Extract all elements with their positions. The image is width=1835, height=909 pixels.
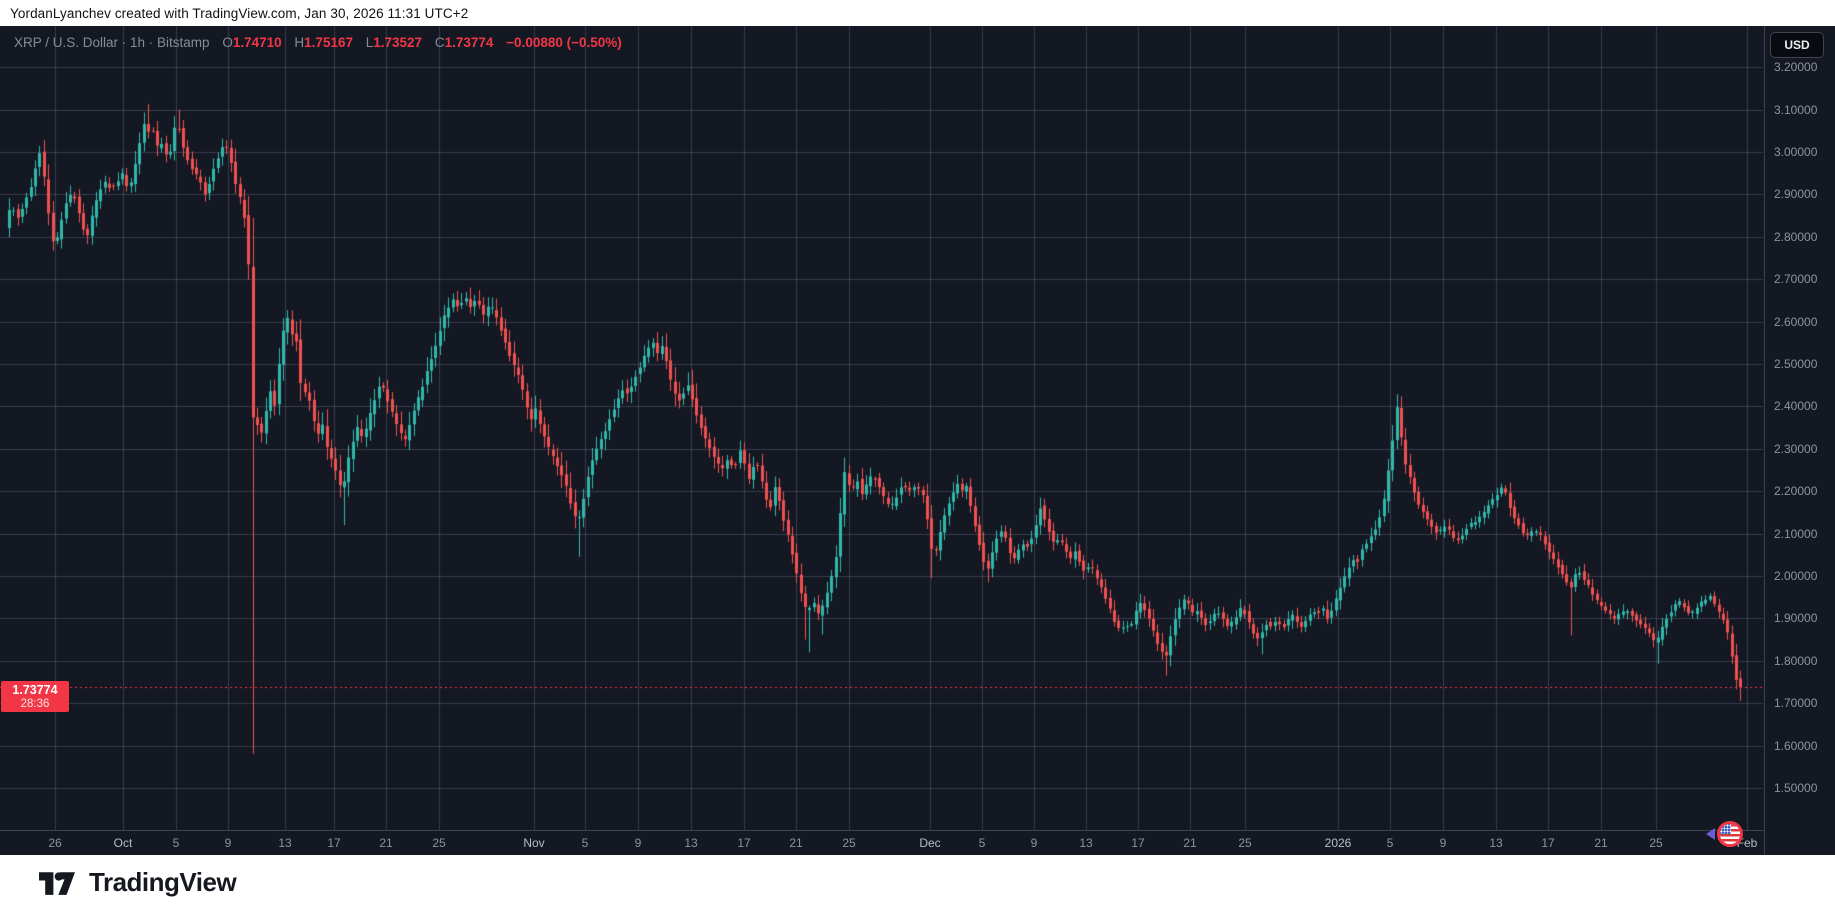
legend-series-title: XRP / U.S. Dollar · 1h · Bitstamp <box>14 35 210 50</box>
price-axis-label: 2.40000 <box>1774 399 1818 414</box>
time-axis-label: 9 <box>1439 836 1447 850</box>
time-axis-label: 21 <box>379 836 393 850</box>
tradingview-logo-icon[interactable] <box>38 867 76 898</box>
time-axis-label: Dec <box>919 836 941 850</box>
legend-low-label: L <box>365 35 374 50</box>
price-axis-label: 2.20000 <box>1774 484 1818 499</box>
price-axis-label: 1.60000 <box>1774 738 1818 753</box>
last-price-value: 1.73774 <box>12 683 58 697</box>
price-axis-label: 1.90000 <box>1774 611 1818 626</box>
legend-high-label: H <box>294 35 305 50</box>
price-axis-label: 1.80000 <box>1774 653 1818 668</box>
price-axis-label: 1.50000 <box>1774 781 1818 795</box>
legend-change: −0.00880 (−0.50%) <box>506 35 622 50</box>
time-axis-label: 21 <box>1594 836 1608 850</box>
time-axis-label: 25 <box>842 836 856 850</box>
price-axis-label: 2.60000 <box>1774 314 1818 329</box>
brand-bar: TradingView <box>0 855 1835 909</box>
price-axis-label: 3.10000 <box>1774 102 1818 117</box>
legend-close-label: C <box>434 35 445 50</box>
time-axis-label: 17 <box>327 836 341 850</box>
candlestick-chart-canvas[interactable] <box>0 26 1763 830</box>
time-axis-label: 17 <box>1131 836 1145 850</box>
time-axis-label: 25 <box>432 836 446 850</box>
legend-high-value: 1.75167 <box>304 35 353 50</box>
time-axis-label: 21 <box>1183 836 1197 850</box>
chart-area: XRP / U.S. Dollar · 1h · Bitstamp O1.747… <box>0 26 1835 855</box>
currency-toggle-button[interactable]: USD <box>1770 32 1824 58</box>
time-axis-label: 25 <box>1238 836 1252 850</box>
time-axis-label: 2026 <box>1324 836 1352 850</box>
time-axis-label: Nov <box>523 836 545 850</box>
chart-legend: XRP / U.S. Dollar · 1h · Bitstamp O1.747… <box>14 35 622 50</box>
time-axis-label: Feb <box>1736 836 1758 850</box>
time-axis-label: 13 <box>1079 836 1093 850</box>
bar-countdown: 28:36 <box>20 698 50 710</box>
last-price-label: 1.73774 28:36 <box>1 681 69 712</box>
time-axis-label: 13 <box>278 836 292 850</box>
time-axis-label: 9 <box>634 836 642 850</box>
us-flag-icon <box>1717 821 1743 847</box>
time-axis-label: 5 <box>581 836 589 850</box>
brand-name[interactable]: TradingView <box>89 866 237 897</box>
price-axis-label: 2.00000 <box>1774 569 1818 583</box>
attribution-text: YordanLyanchev created with TradingView.… <box>10 5 469 21</box>
price-axis-label: 2.90000 <box>1774 187 1818 202</box>
time-axis[interactable]: 26 Oct 5 9 13 17 21 25 Nov 5 9 13 17 21 25 Dec 5 9 13 17 21 2… <box>0 831 1764 855</box>
price-axis-label: 2.30000 <box>1774 441 1818 456</box>
price-axis-label: 2.70000 <box>1774 272 1818 287</box>
time-axis-label: 9 <box>1030 836 1038 850</box>
price-axis-label: 1.70000 <box>1774 696 1818 711</box>
price-axis-label: 2.80000 <box>1774 229 1818 244</box>
time-axis-label: 13 <box>1489 836 1503 850</box>
time-axis-label: 17 <box>1541 836 1555 850</box>
attribution-bar: YordanLyanchev created with TradingView.… <box>0 0 1835 26</box>
legend-close-value: 1.73774 <box>444 35 494 50</box>
legend-low-value: 1.73527 <box>373 35 423 50</box>
time-axis-label: 25 <box>1649 836 1663 850</box>
time-axis-label: 5 <box>978 836 986 850</box>
time-axis-label: 13 <box>684 836 698 850</box>
price-axis-label: 3.20000 <box>1774 60 1818 75</box>
legend-open-value: 1.74710 <box>232 35 282 50</box>
time-axis-label: 5 <box>1386 836 1394 850</box>
price-axis-label: 3.00000 <box>1774 145 1818 159</box>
price-axis[interactable]: USD 3.20000 3.10000 3.00000 2.90000 2.80000 2… <box>1764 26 1835 855</box>
time-axis-label: 17 <box>737 836 751 850</box>
time-axis-label: 21 <box>789 836 803 850</box>
time-axis-label: 26 <box>48 836 62 850</box>
price-axis-label: 2.50000 <box>1774 357 1818 371</box>
time-axis-label: Oct <box>113 836 133 850</box>
time-axis-label: 5 <box>172 836 180 850</box>
legend-open-label: O <box>222 35 233 50</box>
price-axis-label: 2.10000 <box>1774 526 1818 541</box>
event-marker[interactable] <box>1706 821 1752 847</box>
pin-icon <box>1706 828 1715 840</box>
time-axis-border <box>0 830 1764 831</box>
time-axis-label: 9 <box>224 836 232 850</box>
